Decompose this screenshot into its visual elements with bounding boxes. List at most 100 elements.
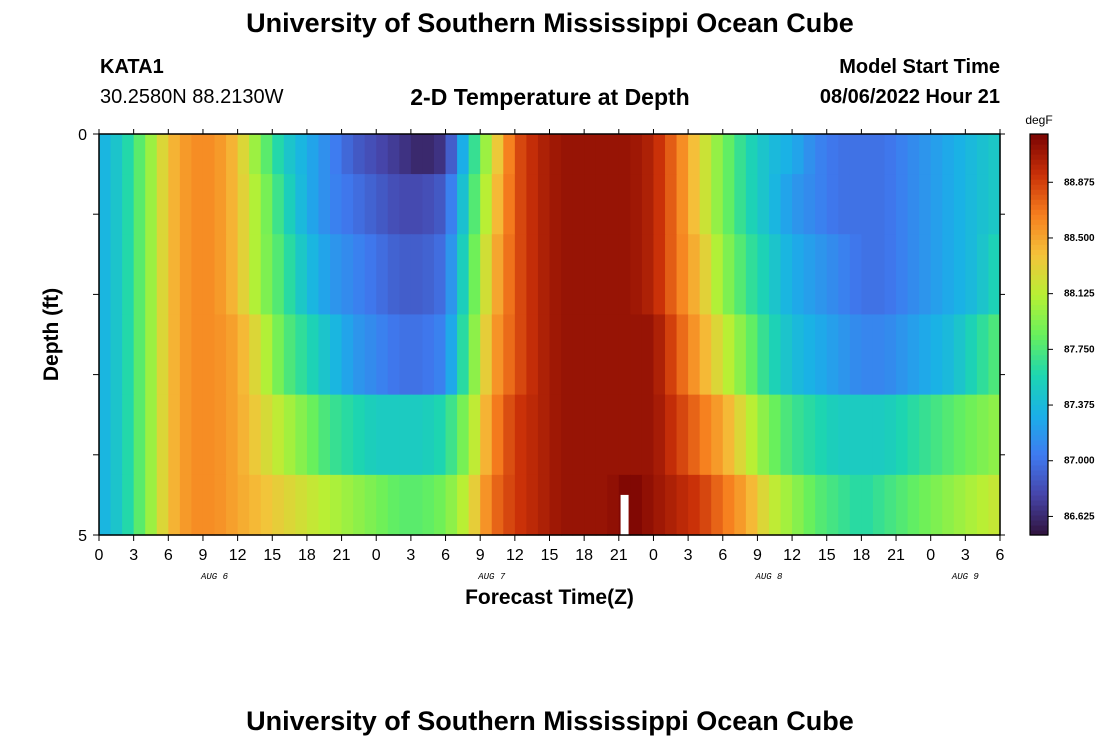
colorbar-segment bbox=[1030, 529, 1048, 536]
heatmap-cell bbox=[792, 134, 805, 175]
heatmap-cell bbox=[468, 474, 481, 536]
colorbar-segment bbox=[1030, 354, 1048, 361]
heatmap-cell bbox=[99, 314, 112, 396]
heatmap-cell bbox=[330, 314, 343, 396]
heatmap-cell bbox=[988, 474, 1001, 536]
heatmap-cell bbox=[306, 474, 320, 536]
heatmap-cell bbox=[665, 234, 678, 316]
heatmap-cell bbox=[803, 234, 816, 316]
model-start-value: 08/06/2022 Hour 21 bbox=[819, 86, 1000, 108]
heatmap-cell bbox=[422, 134, 435, 175]
heatmap-cell bbox=[734, 174, 747, 235]
heatmap-cell bbox=[792, 314, 805, 396]
heatmap-cell bbox=[780, 134, 793, 175]
colorbar-segment bbox=[1030, 264, 1048, 270]
heatmap-cell bbox=[468, 394, 481, 476]
heatmap-cell bbox=[792, 234, 805, 316]
colorbar-segment bbox=[1030, 189, 1048, 195]
colorbar-tick-label: 88.125 bbox=[1064, 289, 1095, 300]
heatmap-cell bbox=[815, 394, 828, 476]
x-tick-label: 3 bbox=[961, 547, 970, 564]
heatmap-cell bbox=[930, 174, 943, 235]
heatmap-cell bbox=[849, 234, 862, 316]
heatmap-cell bbox=[745, 474, 759, 536]
heatmap-cell bbox=[260, 174, 273, 235]
heatmap-cell bbox=[780, 314, 793, 396]
heatmap-cell bbox=[306, 174, 320, 235]
heatmap-cell bbox=[699, 394, 712, 476]
heatmap-cell bbox=[849, 474, 862, 536]
heatmap-cell bbox=[641, 394, 655, 476]
heatmap-cell bbox=[237, 474, 250, 536]
heatmap-cell bbox=[399, 234, 412, 316]
heatmap-cell bbox=[549, 474, 562, 536]
heatmap-cell bbox=[907, 314, 920, 396]
y-axis-label: Depth (ft) bbox=[40, 288, 63, 381]
heatmap-cell bbox=[457, 134, 470, 175]
heatmap-cell bbox=[734, 314, 747, 396]
heatmap-cell bbox=[942, 474, 955, 536]
heatmap-cell bbox=[283, 394, 296, 476]
heatmap-cell bbox=[861, 174, 874, 235]
x-tick-label: 6 bbox=[164, 547, 173, 564]
heatmap-cell bbox=[826, 394, 839, 476]
heatmap-cell bbox=[318, 314, 331, 396]
heatmap-cell bbox=[872, 234, 886, 316]
heatmap-cell bbox=[376, 134, 389, 175]
heatmap-cell bbox=[110, 474, 123, 536]
heatmap-cell bbox=[572, 234, 585, 316]
heatmap-cell bbox=[641, 474, 655, 536]
colorbar-segment bbox=[1030, 384, 1048, 391]
heatmap-cell bbox=[341, 314, 354, 396]
heatmap-cell bbox=[815, 134, 828, 175]
heatmap-cell bbox=[330, 474, 343, 536]
colorbar-segment bbox=[1030, 169, 1048, 175]
heatmap-cell bbox=[514, 314, 527, 396]
heatmap-cell bbox=[110, 174, 123, 235]
heatmap-cell bbox=[226, 474, 239, 536]
heatmap-cell bbox=[780, 234, 793, 316]
station-id: KATA1 bbox=[100, 56, 164, 78]
heatmap-cell bbox=[780, 474, 793, 536]
heatmap-cell bbox=[919, 174, 932, 235]
heatmap-cell bbox=[896, 234, 909, 316]
colorbar-segment bbox=[1030, 299, 1048, 306]
heatmap-cell bbox=[757, 474, 770, 536]
heatmap-cell bbox=[688, 314, 701, 396]
x-tick-label: 12 bbox=[506, 547, 524, 564]
heatmap-cell bbox=[745, 314, 759, 396]
heatmap-cell bbox=[757, 174, 770, 235]
colorbar-tick-label: 88.500 bbox=[1064, 233, 1095, 244]
heatmap-cell bbox=[722, 314, 735, 396]
colorbar-segment bbox=[1030, 359, 1048, 366]
heatmap-cell bbox=[480, 394, 493, 476]
colorbar-segment bbox=[1030, 209, 1048, 215]
heatmap-cell bbox=[595, 234, 608, 316]
heatmap-cell bbox=[468, 314, 481, 396]
colorbar-segment bbox=[1030, 269, 1048, 275]
heatmap-cell bbox=[653, 174, 666, 235]
colorbar-segment bbox=[1030, 324, 1048, 331]
heatmap-cell bbox=[387, 134, 400, 175]
heatmap-cell bbox=[641, 234, 655, 316]
heatmap-cell bbox=[942, 234, 955, 316]
heatmap-cell bbox=[445, 134, 458, 175]
heatmap-cell bbox=[641, 174, 655, 235]
heatmap-cell bbox=[688, 174, 701, 235]
heatmap-cell bbox=[179, 314, 193, 396]
heatmap-cell bbox=[260, 394, 273, 476]
heatmap-cell bbox=[353, 474, 366, 536]
heatmap-cell bbox=[584, 134, 597, 175]
x-tick-label: 3 bbox=[684, 547, 693, 564]
heatmap-cell bbox=[688, 474, 701, 536]
heatmap-cell bbox=[988, 394, 1001, 476]
heatmap-cell bbox=[295, 474, 308, 536]
heatmap-cell bbox=[826, 134, 839, 175]
heatmap-cell bbox=[260, 134, 273, 175]
heatmap-cell bbox=[353, 394, 366, 476]
heatmap-cell bbox=[168, 234, 181, 316]
heatmap-cell bbox=[965, 314, 978, 396]
heatmap-cell bbox=[122, 234, 135, 316]
heatmap-cell bbox=[214, 314, 227, 396]
